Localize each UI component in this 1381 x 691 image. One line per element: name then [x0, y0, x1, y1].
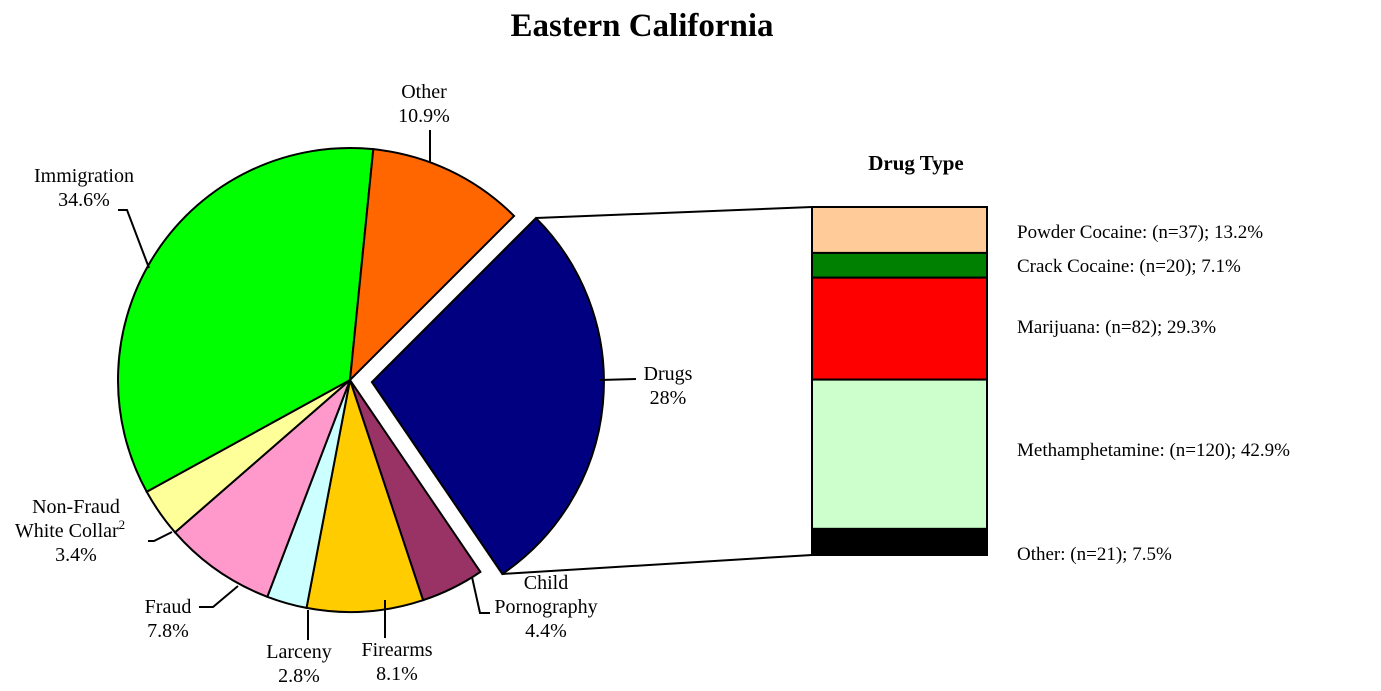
pie-slice-drugs [370, 216, 605, 576]
leader-line-fraud [199, 585, 239, 608]
leader-line-drugs [599, 378, 637, 381]
pie-label-larceny: Larceny 2.8% [266, 641, 332, 687]
bar-label-methamphetamine: Methamphetamine: (n=120); 42.9% [1017, 440, 1290, 461]
bar-label-crack-cocaine: Crack Cocaine: (n=20); 7.1% [1017, 256, 1241, 277]
pie-slice-firearms [305, 376, 425, 613]
bar-label-other: Other: (n=21); 7.5% [1017, 544, 1172, 565]
pie-labels: Drugs 28% Child Pornography 4.4% Firearms 8.1%… [15, 81, 693, 687]
pie-label-other: Other 10.9% [398, 81, 450, 127]
drug-type-title: Drug Type [868, 151, 963, 175]
pie-label-firearms: Firearms 8.1% [361, 639, 432, 685]
drug-type-labels: Powder Cocaine: (n=37); 13.2% Crack Cocai… [1017, 222, 1290, 565]
pie-label-immigration: Immigration 34.6% [34, 165, 134, 211]
pie-label-drugs: Drugs 28% [644, 363, 693, 409]
bar-segment-powder-cocaine [811, 206, 988, 254]
pie-slice-fraud [173, 379, 351, 599]
connector-bottom [502, 554, 813, 575]
pie-slice-immigration [117, 147, 375, 494]
bar-label-powder-cocaine: Powder Cocaine: (n=37); 13.2% [1017, 222, 1263, 243]
drug-type-stacked-bar [811, 206, 988, 557]
bar-segment-methamphetamine [811, 378, 988, 530]
bar-segment-other [811, 527, 988, 557]
pie-slices [117, 147, 605, 613]
bar-label-marijuana: Marijuana: (n=82); 29.3% [1017, 317, 1216, 338]
pie-label-non-fraud-white-collar: Non-Fraud White Collar2 3.4% [15, 496, 125, 566]
bar-segment-marijuana [811, 276, 988, 381]
pie-slice-other [348, 148, 516, 383]
leader-line-non-fraud-white-collar [148, 531, 173, 542]
chart-title: Eastern California [510, 8, 773, 44]
leader-line-child-pornography [471, 576, 490, 614]
pie-label-fraud: Fraud 7.8% [145, 596, 192, 642]
bar-segment-crack-cocaine [811, 251, 988, 279]
leader-line-immigration [118, 209, 150, 269]
breakout-connector-lines [502, 206, 813, 575]
pie-leader-lines [118, 130, 637, 640]
connector-top [535, 206, 813, 220]
pie-label-child-pornography: Child Pornography 4.4% [494, 572, 597, 642]
